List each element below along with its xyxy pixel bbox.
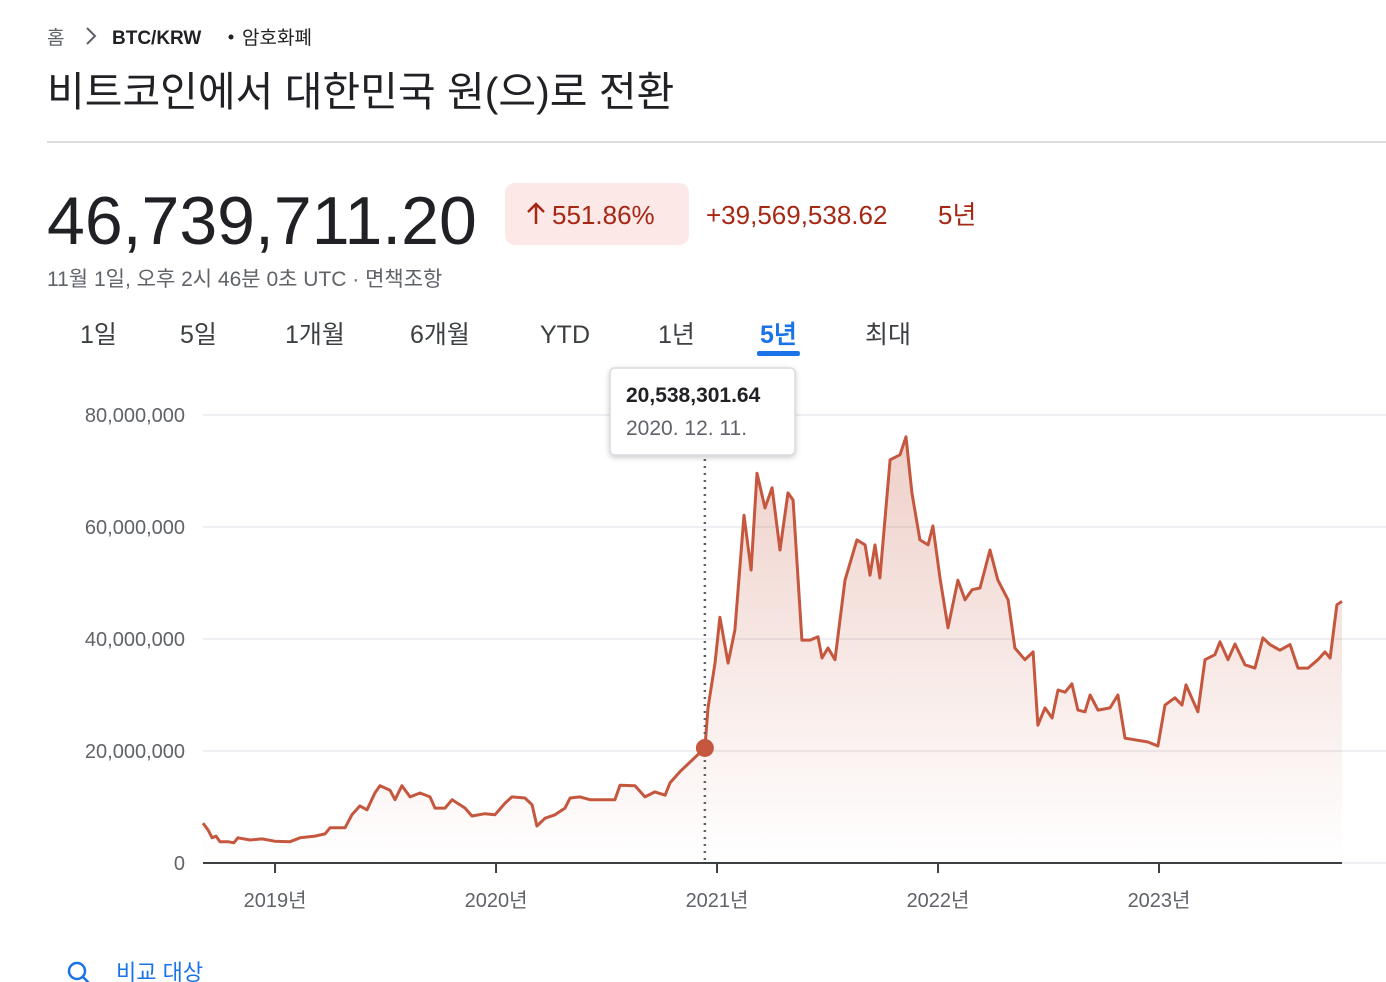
- search-icon: [67, 961, 87, 981]
- price-line: [201, 435, 1343, 845]
- range-tab[interactable]: 1일: [80, 321, 117, 349]
- range-tab[interactable]: 1년: [658, 321, 695, 349]
- y-tick-label: 60,000,000: [85, 517, 185, 539]
- search-icon-handle: [82, 976, 90, 982]
- x-tick-label: 2021년: [686, 889, 749, 912]
- page-title: 비트코인에서 대한민국 원(으)로 전환: [47, 69, 674, 115]
- area: [203, 436, 1342, 863]
- chart: 0 20,000,000 40,000,000 60,000,000 80,000,00…: [85, 367, 1386, 912]
- timestamp: 11월 1일, 오후 2시 46분 0초 UTC · 면책조항: [47, 268, 442, 291]
- range-tab[interactable]: 5일: [180, 321, 217, 349]
- change-amount: +39,569,538.62: [706, 200, 887, 230]
- range-tab[interactable]: 6개월: [410, 321, 470, 349]
- breadcrumb-dot: [228, 34, 234, 40]
- range-tab[interactable]: 1개월: [285, 321, 345, 349]
- tab-underline: [757, 351, 800, 356]
- price: 46,739,711.20: [47, 183, 477, 259]
- range-tab[interactable]: YTD: [540, 321, 590, 349]
- change-percent: 551.86%: [552, 200, 655, 230]
- range-tabs: 1일 5일 1개월 6개월 YTD 1년 5년 최대: [80, 321, 911, 356]
- range-tab[interactable]: 5년: [760, 321, 797, 349]
- tooltip-value: 20,538,301.64: [626, 384, 761, 407]
- breadcrumb-home[interactable]: 홈: [47, 27, 64, 49]
- range-tab[interactable]: 최대: [865, 321, 911, 349]
- down-up-arrow: [527, 202, 545, 224]
- compare-button[interactable]: 비교 대상: [116, 960, 203, 982]
- breadcrumb-chevron: [86, 27, 97, 45]
- breadcrumb-symbol: BTC/KRW: [112, 28, 201, 49]
- y-tick-label: 40,000,000: [85, 629, 185, 651]
- y-tick-label: 0: [174, 853, 185, 875]
- hover-point: [695, 738, 714, 757]
- tooltip-date: 2020. 12. 11.: [626, 417, 747, 440]
- breadcrumb-category[interactable]: 암호화폐: [242, 27, 312, 49]
- change-badge: [505, 183, 689, 245]
- x-tick-label: 2022년: [907, 889, 970, 912]
- change-period: 5년: [938, 200, 976, 230]
- x-tick-label: 2020년: [465, 889, 528, 912]
- y-tick-label: 20,000,000: [85, 741, 185, 763]
- x-tick-label: 2023년: [1128, 889, 1191, 912]
- x-tick-label: 2019년: [244, 889, 307, 912]
- y-tick-label: 80,000,000: [85, 405, 185, 427]
- tooltip-box: [609, 367, 796, 456]
